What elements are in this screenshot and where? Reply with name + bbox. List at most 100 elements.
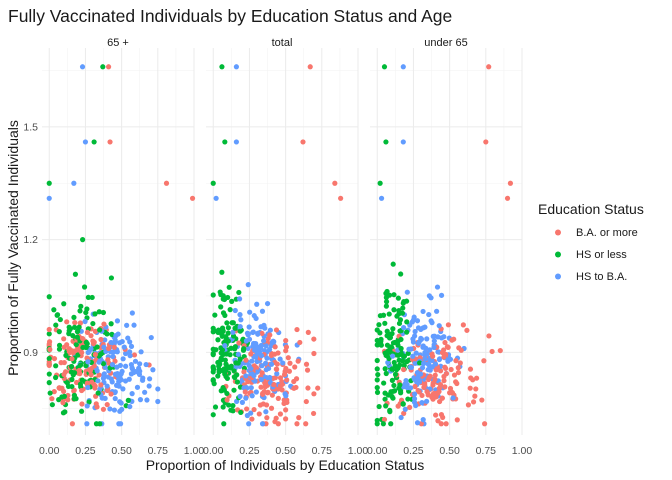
- data-point-hs-or-less: [215, 373, 221, 379]
- legend-label-hs-to-b-a: HS to B.A.: [576, 271, 627, 283]
- data-point-hs-to-b-a: [253, 389, 259, 395]
- data-point-hs-to-b-a: [422, 324, 428, 330]
- data-point-hs-to-b-a: [137, 361, 143, 367]
- x-tick-label: 0.75: [312, 445, 333, 457]
- data-point-b-a-or-more: [412, 383, 418, 390]
- data-point-hs-to-b-a: [428, 318, 434, 324]
- data-point-b-a-or-more: [442, 384, 448, 390]
- data-point-hs-to-b-a: [120, 386, 126, 392]
- data-point-b-a-or-more: [84, 329, 91, 335]
- data-point-b-a-or-more: [486, 64, 492, 70]
- data-point-b-a-or-more: [442, 364, 448, 370]
- data-point-hs-or-less: [211, 381, 217, 387]
- data-point-hs-or-less: [241, 346, 247, 352]
- data-point-hs-to-b-a: [411, 396, 418, 402]
- data-point-hs-or-less: [69, 376, 75, 383]
- data-point-hs-or-less: [391, 292, 397, 298]
- data-point-hs-or-less: [210, 412, 216, 418]
- x-tick-label: 0.50: [275, 445, 296, 457]
- legend-key-hs-to-b-a: [555, 273, 561, 280]
- data-point-b-a-or-more: [473, 386, 479, 392]
- data-point-hs-to-b-a: [424, 336, 430, 342]
- data-point-hs-to-b-a: [250, 342, 257, 348]
- data-point-hs-or-less: [215, 328, 221, 334]
- data-point-b-a-or-more: [489, 348, 495, 355]
- data-point-b-a-or-more: [303, 361, 310, 367]
- data-point-hs-or-less: [234, 379, 241, 385]
- facet-panel-total: total 0.00 0.25 0.50 0.75 1.00: [203, 37, 368, 457]
- data-point-hs-to-b-a: [414, 370, 421, 376]
- data-point-b-a-or-more: [305, 385, 311, 391]
- data-point-hs-to-b-a: [121, 344, 127, 350]
- data-point-hs-to-b-a: [438, 292, 445, 298]
- y-tick-label: 0.9: [23, 347, 38, 359]
- data-point-b-a-or-more: [47, 339, 53, 345]
- data-point-b-a-or-more: [449, 337, 455, 343]
- data-point-b-a-or-more: [260, 401, 266, 407]
- data-point-hs-to-b-a: [129, 310, 135, 316]
- data-point-hs-to-b-a: [117, 399, 123, 405]
- data-point-hs-or-less: [231, 368, 237, 374]
- data-point-hs-or-less: [218, 350, 224, 356]
- data-point-hs-or-less: [61, 301, 67, 307]
- data-point-hs-to-b-a: [117, 340, 123, 346]
- data-point-hs-to-b-a: [213, 195, 219, 201]
- data-point-hs-or-less: [212, 312, 218, 318]
- data-point-hs-to-b-a: [249, 393, 255, 399]
- data-point-hs-to-b-a: [120, 356, 126, 362]
- data-point-hs-to-b-a: [249, 358, 255, 364]
- data-point-hs-to-b-a: [71, 180, 77, 186]
- data-point-hs-or-less: [396, 308, 402, 314]
- data-point-hs-to-b-a: [88, 346, 94, 352]
- data-point-hs-or-less: [210, 369, 216, 375]
- data-point-hs-or-less: [400, 305, 406, 311]
- data-point-hs-to-b-a: [238, 317, 244, 323]
- data-point-hs-or-less: [56, 329, 62, 335]
- data-point-hs-or-less: [376, 403, 382, 410]
- data-point-hs-to-b-a: [283, 393, 289, 399]
- data-point-hs-to-b-a: [137, 397, 144, 403]
- data-point-b-a-or-more: [104, 387, 111, 394]
- data-point-b-a-or-more: [296, 415, 302, 421]
- data-point-b-a-or-more: [274, 366, 280, 372]
- data-point-b-a-or-more: [277, 411, 284, 417]
- data-point-hs-to-b-a: [115, 374, 122, 380]
- data-point-hs-to-b-a: [415, 379, 421, 385]
- data-point-b-a-or-more: [284, 377, 290, 383]
- data-point-hs-to-b-a: [113, 333, 119, 339]
- data-point-b-a-or-more: [105, 357, 111, 363]
- data-point-hs-or-less: [390, 340, 397, 346]
- data-point-b-a-or-more: [251, 363, 257, 369]
- data-point-hs-to-b-a: [129, 365, 135, 371]
- data-point-b-a-or-more: [281, 371, 288, 378]
- data-point-hs-to-b-a: [258, 324, 264, 330]
- data-point-hs-to-b-a: [400, 139, 406, 145]
- data-point-b-a-or-more: [470, 399, 477, 405]
- data-point-hs-or-less: [231, 387, 237, 393]
- data-point-hs-or-less: [91, 139, 97, 145]
- data-point-hs-or-less: [100, 361, 107, 367]
- data-point-hs-or-less: [392, 371, 399, 377]
- data-point-hs-to-b-a: [134, 384, 141, 390]
- data-point-b-a-or-more: [64, 319, 70, 325]
- data-point-b-a-or-more: [504, 195, 511, 201]
- data-point-hs-to-b-a: [413, 402, 419, 409]
- data-point-b-a-or-more: [425, 392, 431, 398]
- data-point-hs-or-less: [384, 328, 390, 334]
- data-point-hs-or-less: [54, 312, 61, 318]
- data-point-hs-or-less: [229, 298, 235, 304]
- data-point-hs-or-less: [83, 309, 89, 316]
- data-point-hs-or-less: [397, 382, 403, 388]
- data-point-hs-to-b-a: [410, 353, 416, 359]
- legend-title: Education Status: [538, 201, 644, 217]
- data-point-b-a-or-more: [479, 397, 485, 403]
- data-point-b-a-or-more: [303, 398, 309, 405]
- data-point-b-a-or-more: [442, 339, 448, 346]
- data-point-b-a-or-more: [273, 327, 280, 333]
- x-axis-title: Proportion of Individuals by Education S…: [146, 457, 425, 473]
- data-point-hs-or-less: [226, 284, 232, 290]
- data-point-b-a-or-more: [445, 322, 451, 328]
- data-point-hs-or-less: [376, 322, 382, 328]
- data-point-b-a-or-more: [275, 395, 281, 401]
- data-point-hs-or-less: [391, 382, 397, 389]
